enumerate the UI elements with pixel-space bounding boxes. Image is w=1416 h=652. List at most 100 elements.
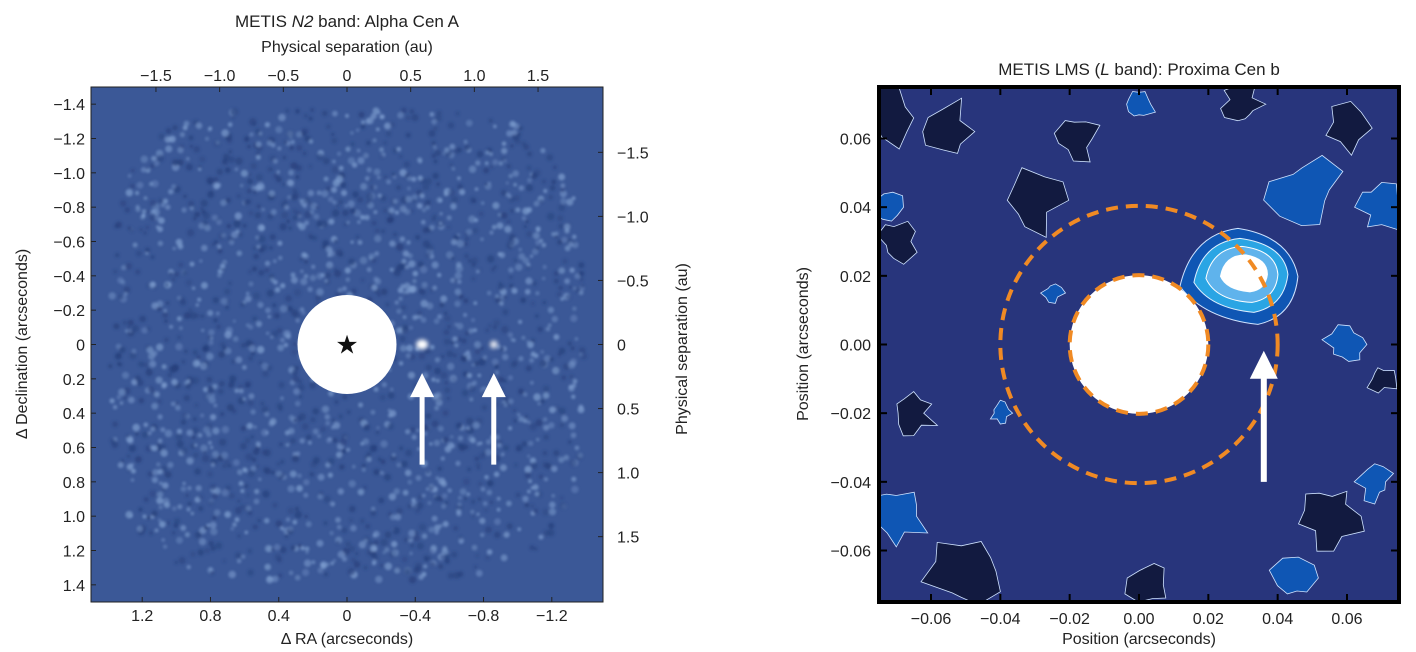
speckle-dot	[440, 371, 448, 379]
speckle-dot	[247, 510, 253, 516]
speckle-dot	[480, 201, 485, 205]
speckle-dot	[302, 151, 307, 156]
speckle-dot	[454, 343, 459, 348]
speckle-dot	[252, 524, 258, 530]
speckle-dot	[148, 530, 154, 536]
speckle-dot	[479, 346, 485, 351]
speckle-dot	[507, 332, 513, 338]
speckle-dot	[201, 244, 208, 252]
speckle-dot	[538, 474, 544, 480]
left-y-tick-label: 0.8	[63, 475, 85, 492]
speckle-dot	[199, 259, 203, 263]
speckle-dot	[255, 128, 261, 134]
speckle-dot	[335, 175, 344, 183]
speckle-dot	[272, 259, 277, 264]
speckle-dot	[247, 549, 252, 554]
speckle-dot	[446, 396, 450, 401]
speckle-dot	[134, 456, 142, 463]
speckle-dot	[114, 352, 122, 360]
speckle-dot	[295, 175, 300, 180]
speckle-dot	[203, 525, 209, 531]
speckle-dot	[557, 239, 563, 245]
speckle-dot	[141, 431, 149, 438]
speckle-dot	[142, 514, 147, 519]
speckle-dot	[538, 534, 544, 540]
speckle-dot	[288, 570, 294, 576]
speckle-dot	[341, 448, 347, 454]
speckle-dot	[419, 193, 425, 199]
speckle-dot	[497, 213, 501, 217]
speckle-dot	[198, 222, 205, 230]
speckle-dot	[224, 167, 231, 174]
speckle-dot	[373, 540, 379, 546]
speckle-dot	[533, 393, 541, 401]
speckle-dot	[571, 196, 576, 201]
speckle-dot	[338, 414, 343, 419]
speckle-dot	[218, 380, 225, 387]
speckle-dot	[395, 327, 403, 334]
speckle-dot	[248, 281, 254, 287]
speckle-dot	[258, 477, 262, 482]
speckle-dot	[451, 167, 456, 171]
speckle-dot	[223, 153, 230, 161]
speckle-dot	[385, 302, 390, 307]
speckle-dot	[529, 254, 534, 258]
speckle-dot	[255, 154, 261, 160]
speckle-dot	[149, 199, 157, 207]
speckle-dot	[264, 260, 271, 267]
speckle-dot	[207, 440, 212, 445]
speckle-dot	[567, 341, 572, 346]
speckle-dot	[327, 196, 334, 203]
speckle-dot	[466, 356, 472, 362]
left-x-tick-label: 0	[343, 608, 352, 625]
speckle-dot	[379, 114, 384, 120]
speckle-dot	[453, 234, 459, 241]
speckle-dot	[170, 364, 179, 373]
speckle-dot	[140, 155, 148, 163]
speckle-dot	[547, 306, 555, 314]
speckle-dot	[359, 214, 366, 220]
speckle-dot	[434, 530, 439, 535]
speckle-dot	[503, 531, 510, 538]
speckle-dot	[466, 492, 471, 497]
speckle-dot	[298, 379, 303, 384]
speckle-dot	[496, 222, 504, 230]
speckle-dot	[532, 484, 539, 491]
speckle-dot	[558, 267, 566, 274]
speckle-dot	[408, 260, 416, 268]
speckle-dot	[396, 462, 402, 468]
right-y-axis-label: Position (arcseconds)	[795, 267, 812, 421]
speckle-dot	[304, 259, 308, 264]
speckle-dot	[467, 435, 475, 443]
speckle-dot	[484, 508, 488, 512]
speckle-dot	[579, 276, 584, 282]
speckle-dot	[405, 264, 410, 270]
speckle-dot	[474, 456, 480, 462]
speckle-dot	[290, 272, 296, 278]
speckle-dot	[526, 454, 531, 458]
speckle-dot	[437, 314, 443, 320]
speckle-dot	[399, 205, 407, 213]
speckle-dot	[138, 507, 143, 512]
speckle-dot	[261, 449, 268, 456]
speckle-dot	[156, 343, 164, 351]
speckle-dot	[303, 559, 312, 567]
speckle-dot	[457, 435, 464, 441]
speckle-dot	[457, 502, 462, 507]
speckle-dot	[470, 257, 479, 265]
speckle-dot	[478, 358, 486, 366]
speckle-dot	[242, 223, 247, 228]
speckle-dot	[499, 301, 504, 306]
speckle-dot	[416, 501, 424, 510]
speckle-dot	[263, 517, 270, 524]
speckle-dot	[552, 165, 557, 170]
speckle-dot	[141, 327, 148, 334]
speckle-dot	[316, 153, 324, 161]
speckle-dot	[371, 559, 377, 565]
speckle-dot	[485, 150, 490, 155]
speckle-dot	[277, 573, 283, 578]
speckle-dot	[495, 370, 499, 375]
speckle-dot	[295, 108, 300, 114]
speckle-dot	[162, 198, 169, 204]
speckle-dot	[312, 428, 319, 435]
